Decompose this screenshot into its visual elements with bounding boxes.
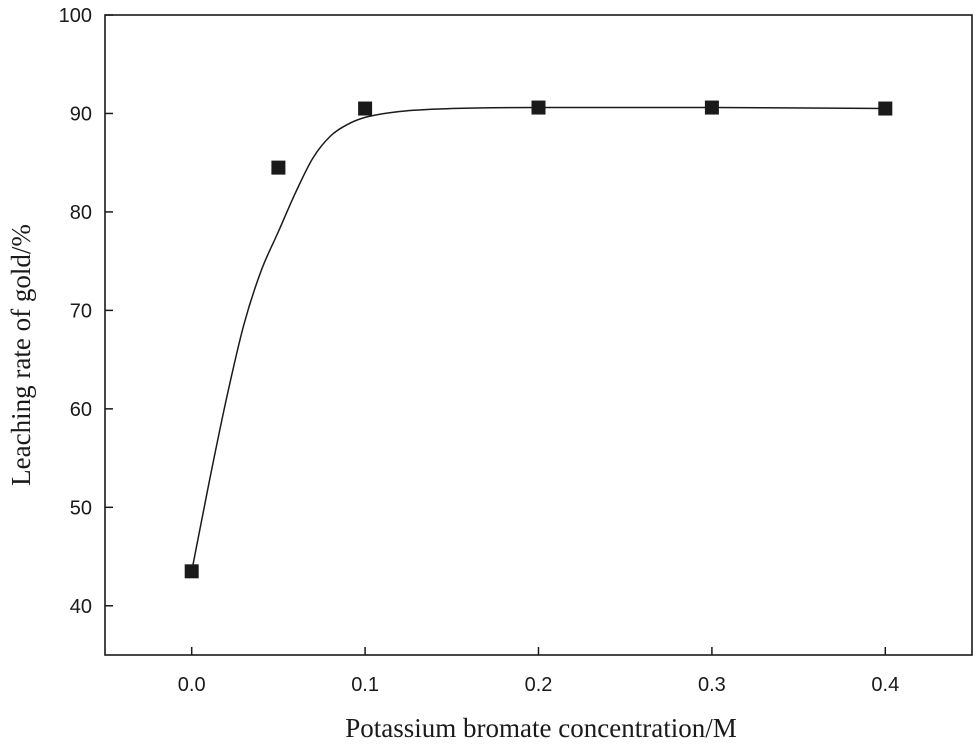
- data-point: [358, 101, 373, 116]
- y-tick-label: 40: [70, 596, 92, 618]
- x-tick-label: 0.4: [871, 674, 899, 696]
- data-point: [184, 564, 199, 579]
- y-axis-ticks: 40 50 60 70 80 90 100: [59, 5, 113, 618]
- data-point: [271, 160, 286, 175]
- x-tick-label: 0.1: [351, 674, 379, 696]
- x-tick-label: 0.3: [698, 674, 726, 696]
- y-tick-label: 90: [70, 103, 92, 125]
- data-point: [531, 100, 546, 115]
- y-tick-label: 50: [70, 497, 92, 519]
- y-tick-label: 80: [70, 202, 92, 224]
- x-tick-label: 0.0: [178, 674, 206, 696]
- y-axis-title: Leaching rate of gold/%: [6, 224, 36, 486]
- x-axis-title: Potassium bromate concentration/M: [345, 713, 736, 743]
- fit-curve: [190, 106, 886, 572]
- data-points: [184, 100, 893, 579]
- data-point: [878, 101, 893, 116]
- y-tick-label: 60: [70, 399, 92, 421]
- x-tick-label: 0.2: [525, 674, 553, 696]
- data-point: [704, 100, 719, 115]
- y-tick-label: 100: [59, 5, 92, 27]
- x-axis-ticks: 0.0 0.1 0.2 0.3 0.4: [178, 647, 899, 696]
- y-tick-label: 70: [70, 300, 92, 322]
